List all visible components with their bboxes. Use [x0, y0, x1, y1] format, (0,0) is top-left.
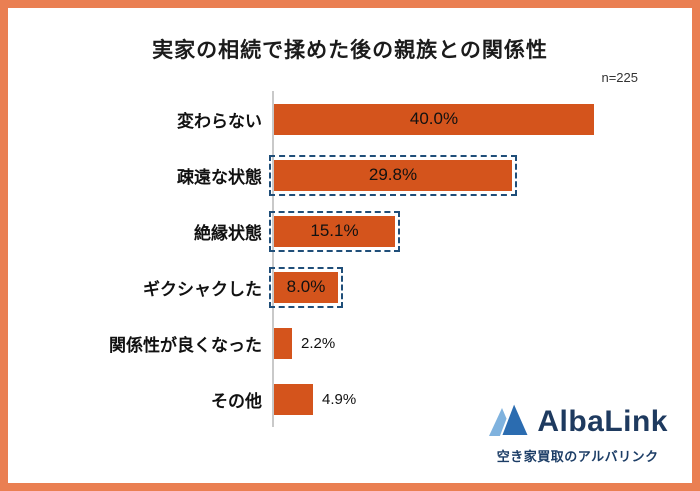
value-label: 4.9%	[322, 390, 357, 408]
chart-title: 実家の相続で揉めた後の親族との関係性	[152, 39, 548, 62]
bar	[274, 383, 313, 415]
sample-size-label: n=225	[601, 70, 638, 85]
category-label: 変わらない	[177, 111, 262, 131]
bar: 40.0%	[274, 103, 594, 135]
bar-chart: 変わらない 40.0% 疎遠な状態 29.8% 絶縁状態 15.1% ギクシャクした 8.0%…	[8, 91, 692, 427]
bar-row: 関係性が良くなった 2.2%	[22, 315, 692, 371]
category-label: 絶縁状態	[194, 223, 262, 243]
value-label: 2.2%	[301, 334, 336, 352]
bar: 15.1%	[269, 210, 400, 252]
bar-row: その他 4.9%	[22, 371, 692, 427]
bar: 8.0%	[269, 266, 343, 308]
category-label: その他	[211, 391, 262, 411]
bar-track: 4.9%	[272, 371, 692, 427]
bar-track: 8.0%	[269, 259, 692, 315]
brand-tagline: 空き家買取のアルバリンク	[496, 449, 659, 464]
bar-row: 疎遠な状態 29.8%	[22, 147, 692, 203]
value-label: 15.1%	[310, 221, 359, 240]
brand-name: AlbaLink	[537, 404, 668, 438]
category-label: 関係性が良くなった	[109, 335, 262, 355]
brand-logo: AlbaLink 空き家買取のアルバリンク	[487, 399, 668, 465]
bar-rows: 変わらない 40.0% 疎遠な状態 29.8% 絶縁状態 15.1% ギクシャクした 8.0%…	[22, 91, 692, 427]
category-label: ギクシャクした	[143, 279, 262, 299]
bar-track: 40.0%	[272, 91, 692, 147]
bar-row: ギクシャクした 8.0%	[22, 259, 692, 315]
value-label: 8.0%	[286, 277, 326, 296]
brand-logo-row: AlbaLink	[487, 399, 668, 443]
value-label: 40.0%	[409, 109, 459, 128]
bar: 29.8%	[269, 154, 517, 196]
bar-row: 絶縁状態 15.1%	[22, 203, 692, 259]
value-label: 29.8%	[368, 165, 418, 184]
bar-track: 15.1%	[269, 203, 692, 259]
bar-track: 2.2%	[272, 315, 692, 371]
bar	[274, 327, 292, 359]
bar-row: 変わらない 40.0%	[22, 91, 692, 147]
category-label: 疎遠な状態	[177, 167, 262, 187]
bar-track: 29.8%	[269, 147, 692, 203]
albalink-mountain-icon	[487, 399, 531, 443]
